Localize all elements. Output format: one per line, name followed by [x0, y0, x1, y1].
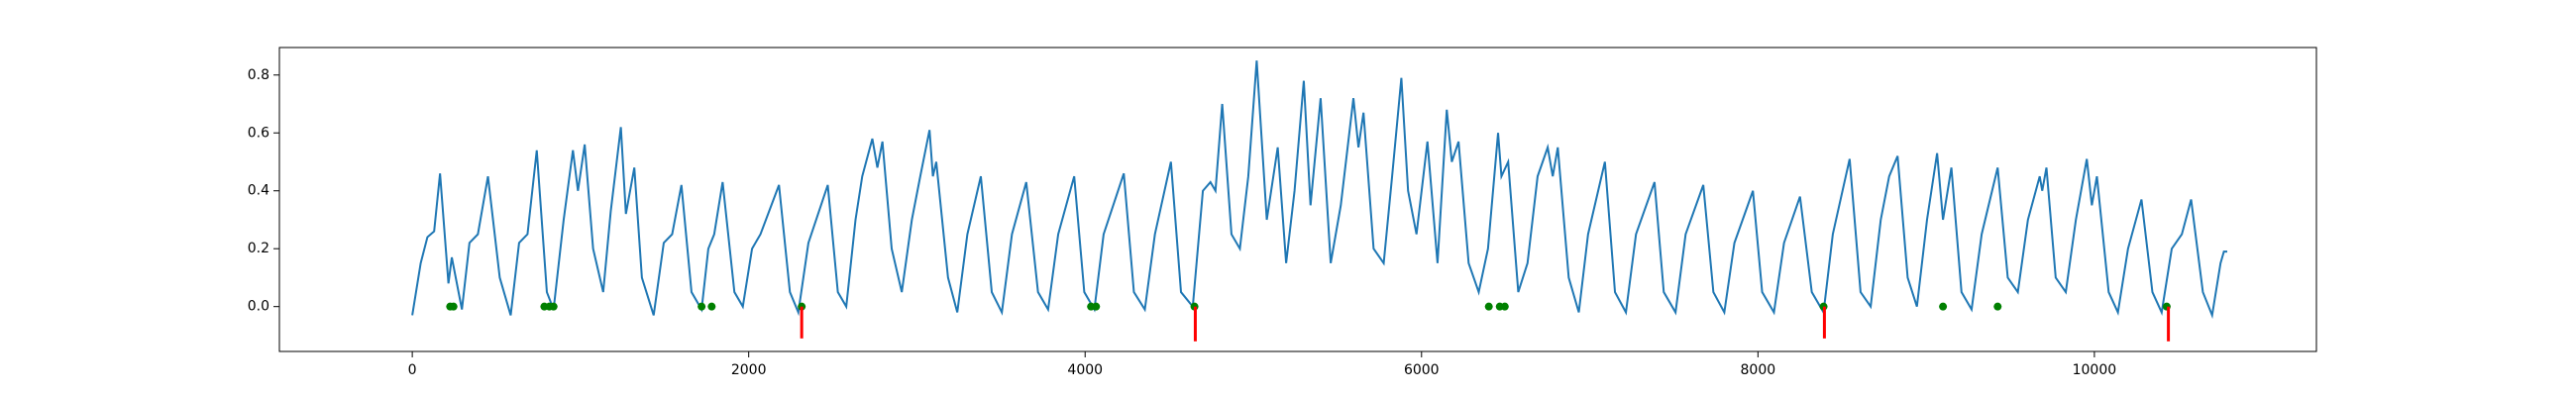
- marker-dot: [698, 302, 706, 311]
- x-tick-label: 6000: [1404, 362, 1440, 378]
- marker-dot: [549, 302, 558, 311]
- x-tick-label: 10000: [2073, 362, 2117, 378]
- marker-dot: [449, 302, 458, 311]
- y-tick-label: 0.0: [248, 299, 269, 315]
- y-tick-label: 0.2: [248, 241, 269, 256]
- y-tick-label: 0.8: [248, 67, 269, 83]
- plot-area: [411, 60, 2228, 342]
- marker-dot: [707, 302, 716, 311]
- x-tick-label: 0: [408, 362, 417, 378]
- axes-frame: [278, 47, 2317, 352]
- x-tick-label: 2000: [731, 362, 767, 378]
- x-tick-label: 8000: [1741, 362, 1776, 378]
- marker-dot: [1092, 302, 1101, 311]
- y-tick-label: 0.4: [248, 183, 269, 199]
- data-line: [411, 60, 2228, 320]
- y-tick-label: 0.6: [248, 125, 269, 141]
- marker-dot: [1993, 302, 2002, 311]
- marker-dot: [1939, 302, 1948, 311]
- marker-dot: [1484, 302, 1493, 311]
- x-tick-label: 4000: [1067, 362, 1103, 378]
- marker-dot: [1500, 302, 1509, 311]
